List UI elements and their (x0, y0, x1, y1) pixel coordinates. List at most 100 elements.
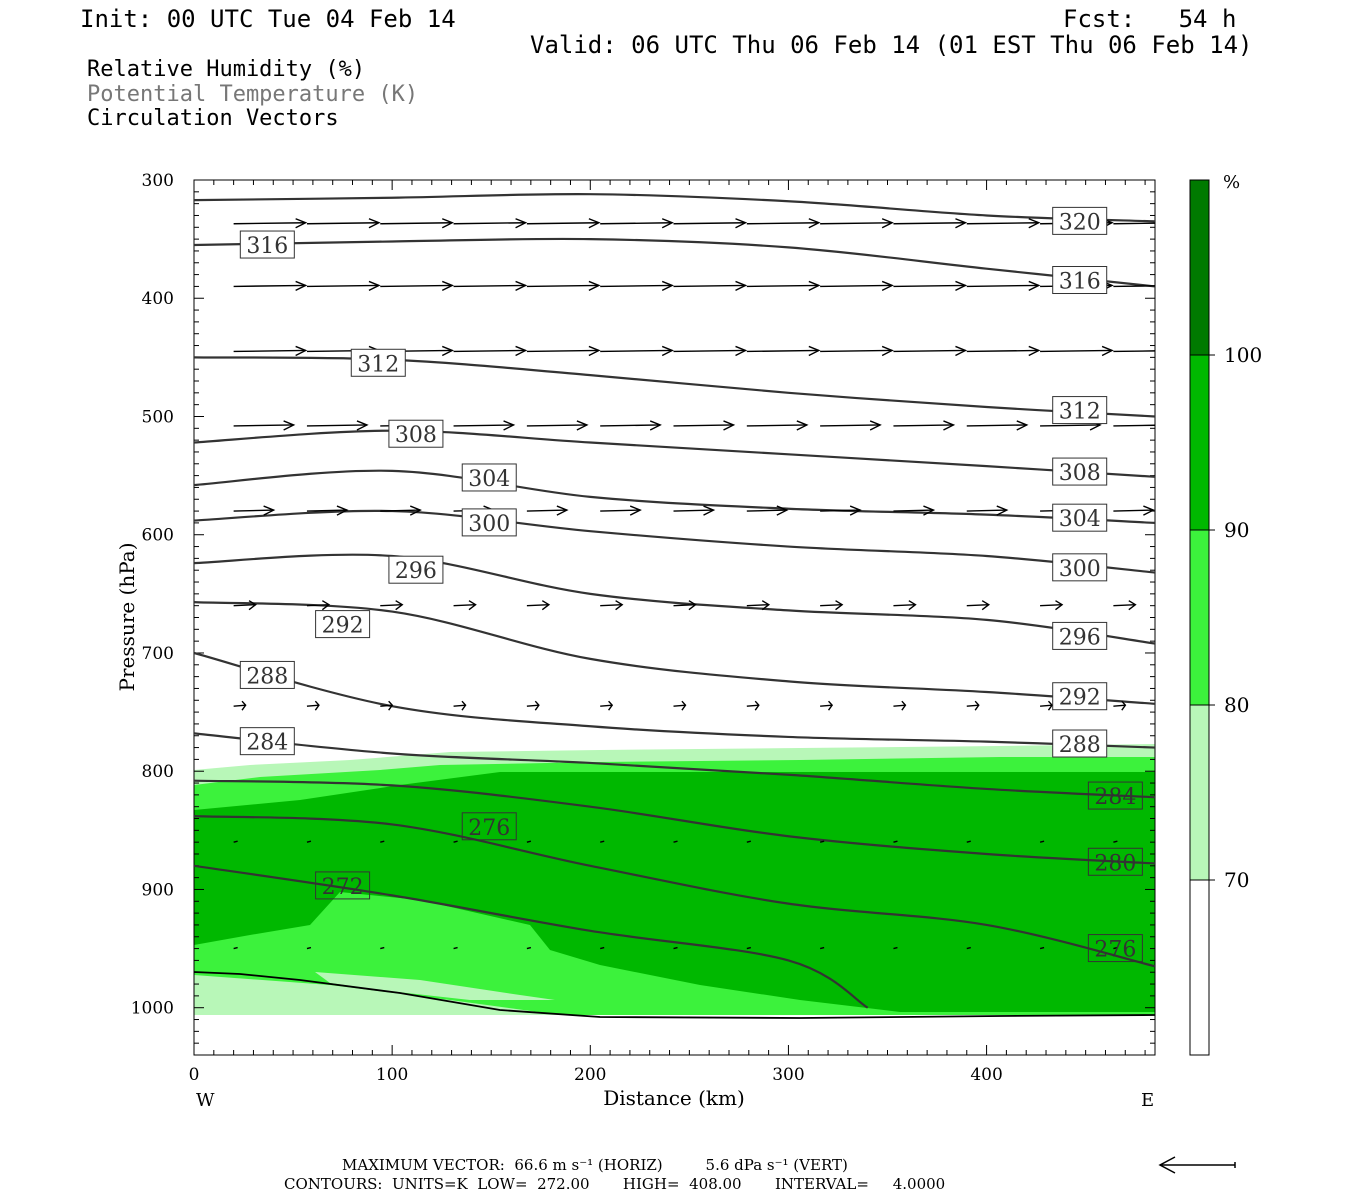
y-tick-label: 700 (142, 644, 174, 664)
circulation-vector (233, 600, 257, 611)
circulation-vector (1113, 600, 1137, 611)
circulation-vector (600, 700, 614, 711)
valid-time: Valid: 06 UTC Thu 06 Feb 14 (01 EST Thu … (530, 31, 1253, 59)
contour-label: 300 (461, 508, 517, 537)
circulation-vector (820, 600, 844, 611)
contour-labels: 320 316 316 312 312 308 308 304 304 300 300 296 296 2… (239, 206, 1143, 963)
circulation-vector (233, 280, 308, 292)
circulation-vector (820, 218, 894, 229)
colorbar-segment-below-70 (1190, 880, 1209, 1055)
circulation-vector (233, 840, 238, 843)
contour-label: 304 (461, 463, 517, 492)
circulation-vector (1113, 700, 1127, 711)
circulation-vector (673, 600, 697, 611)
circulation-vector (526, 946, 532, 950)
circulation-vector (380, 700, 394, 711)
circulation-vector (746, 420, 809, 431)
contour-label: 308 (1052, 457, 1108, 486)
circulation-vector (526, 345, 601, 357)
circulation-vector (1113, 505, 1155, 516)
y-tick-label: 300 (142, 171, 174, 191)
contour-label: 288 (1052, 729, 1108, 758)
circulation-vector (526, 840, 532, 843)
circulation-vector (233, 345, 308, 357)
circulation-vector (453, 280, 528, 292)
x-axis-title: Distance (km) (603, 1086, 745, 1110)
theta-contour-300 (194, 509, 1155, 574)
contour-label: 292 (1052, 682, 1108, 711)
contour-label-text: 288 (1059, 733, 1101, 758)
circulation-vector (1040, 345, 1114, 357)
circulation-vector (526, 505, 569, 516)
circulation-vector (1040, 700, 1053, 711)
axis-ticks: 0 100 200 300 400 300 400 500 600 700 800 900 1000 (131, 171, 1155, 1085)
circulation-vector (966, 505, 1009, 516)
circulation-vector (600, 218, 674, 229)
contour-label-text: 316 (1059, 270, 1101, 295)
circulation-vector (893, 345, 968, 357)
theta-contour-276 (194, 815, 1155, 968)
circulation-vector (893, 840, 898, 843)
field-rh-label: Relative Humidity (%) (87, 57, 366, 82)
theta-contour-284 (194, 732, 1155, 799)
circulation-vector (453, 218, 528, 229)
circulation-vector (380, 840, 385, 843)
y-tick-label: 500 (142, 407, 174, 427)
circulation-vector (966, 420, 1029, 431)
circulation-vector (453, 345, 528, 357)
x-end-label-east: E (1141, 1090, 1154, 1111)
circulation-vector (1039, 840, 1045, 843)
colorbar-level-70: 70 (1224, 868, 1249, 892)
circulation-vector (380, 600, 404, 611)
y-axis-title: Pressure (hPa) (115, 543, 139, 692)
contour-label-text: 304 (1059, 507, 1101, 532)
colorbar-segment-80-90 (1190, 530, 1209, 705)
theta-contour-296 (194, 553, 1155, 645)
field-theta-label: Potential Temperature (K) (87, 82, 419, 107)
circulation-vector (893, 218, 968, 229)
theta-contour-292 (194, 601, 1155, 705)
circulation-vector (306, 280, 381, 292)
colorbar-segment-90-100 (1190, 355, 1209, 530)
circulation-vector (380, 946, 385, 950)
circulation-vector (453, 700, 467, 711)
circulation-vector (746, 280, 821, 292)
circulation-vector (673, 345, 748, 357)
circulation-vector (600, 420, 662, 431)
init-time: Init: 00 UTC Tue 04 Feb 14 (80, 5, 456, 33)
theta-contour-288 (194, 651, 1155, 749)
x-tick-label: 200 (574, 1065, 606, 1085)
circulation-vector (306, 505, 349, 516)
circulation-vector (819, 946, 825, 950)
y-tick-label: 1000 (131, 999, 174, 1019)
circulation-vector (380, 280, 454, 292)
contour-label-text: 284 (1094, 785, 1136, 810)
colorbar-segment-70-80 (1190, 705, 1209, 880)
terrain-line (193, 971, 1156, 1019)
contour-label: 284 (1087, 781, 1143, 810)
contour-label: 312 (1052, 396, 1108, 425)
rh-band-light-lens (315, 972, 555, 1000)
contour-label: 276 (461, 812, 517, 841)
circulation-vectors (233, 218, 1155, 950)
circulation-vector (526, 218, 601, 229)
contour-label: 272 (315, 871, 371, 900)
circulation-vector (1113, 840, 1118, 843)
theta-contour-316 (194, 237, 1155, 288)
circulation-vector (820, 700, 834, 711)
contour-label: 280 (1087, 847, 1143, 876)
max-vector-arrow (1158, 1156, 1236, 1174)
y-tick-label: 400 (142, 289, 174, 309)
circulation-vector (600, 600, 624, 611)
contour-label-text: 312 (357, 352, 399, 377)
circulation-vector (1113, 222, 1155, 225)
circulation-vector (600, 946, 605, 950)
circulation-vector (966, 345, 1041, 357)
colorbar-unit: % (1223, 172, 1240, 193)
circulation-vector (746, 700, 760, 711)
circulation-vector (233, 420, 296, 431)
circulation-vector (453, 946, 458, 950)
circulation-vector (1113, 285, 1155, 288)
circulation-vector (966, 840, 971, 843)
circulation-vector (233, 946, 238, 950)
